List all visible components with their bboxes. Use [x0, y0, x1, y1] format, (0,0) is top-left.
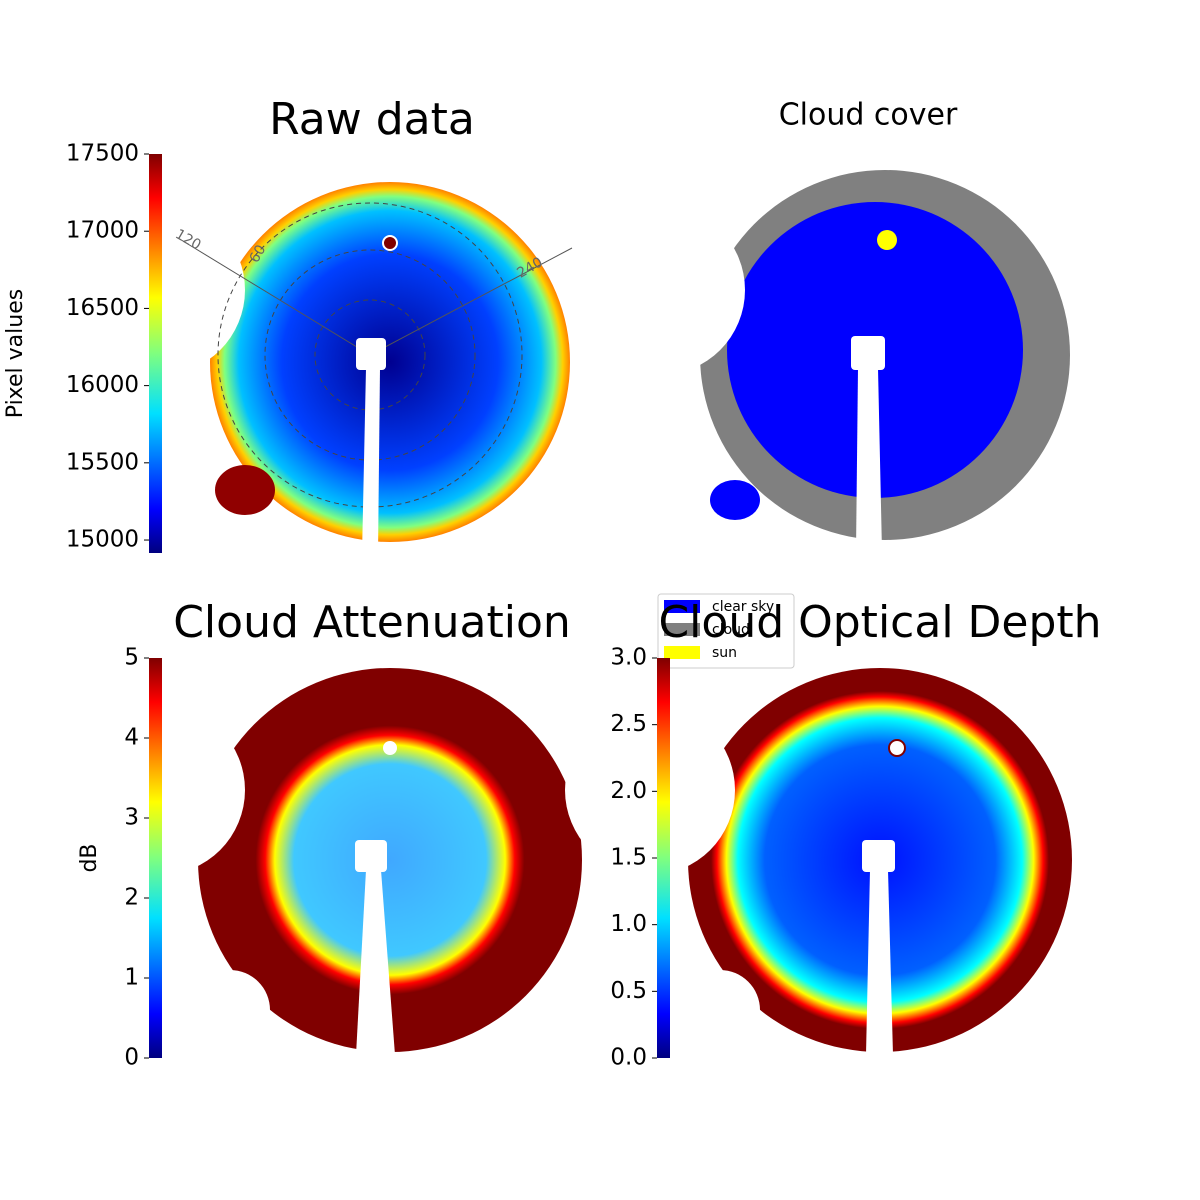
legend-label: clear sky — [712, 599, 774, 615]
colorbar — [149, 658, 162, 1058]
colorbar-tick-label: 0 — [124, 1045, 139, 1071]
colorbar-tick-label: 2.0 — [610, 778, 647, 804]
legend-swatch — [664, 600, 700, 613]
colorbar-tick-label: 0.0 — [610, 1045, 647, 1071]
colorbar-tick-label: 16500 — [66, 295, 139, 321]
colorbar-label: Pixel values — [3, 289, 28, 418]
colorbar-tick-label: 1.5 — [610, 845, 647, 871]
colorbar-tick-label: 17500 — [66, 141, 139, 167]
colorbar-tick-label: 2 — [124, 885, 139, 911]
cod-image — [565, 668, 1072, 1055]
colorbar-tick-label: 3 — [124, 805, 139, 831]
azimuth-label: 60 — [247, 242, 270, 265]
colorbar — [657, 658, 670, 1058]
cloud-cover-image — [575, 170, 1070, 552]
legend-swatch — [664, 646, 700, 659]
colorbar-tick-label: 4 — [124, 725, 139, 751]
colorbar-tick-label: 2.5 — [610, 711, 647, 737]
colorbar — [149, 154, 162, 553]
panel-title: Cloud Attenuation — [173, 597, 571, 648]
colorbar-tick-label: 16000 — [66, 372, 139, 398]
colorbar-tick-label: 15500 — [66, 449, 139, 475]
colorbar-tick-label: 15000 — [66, 527, 139, 553]
legend: clear sky cloud sun — [657, 593, 795, 669]
colorbar-tick-label: 17000 — [66, 218, 139, 244]
panel-title: Raw data — [269, 94, 475, 145]
colorbar-tick-label: 3.0 — [610, 645, 647, 671]
attenuation-image — [75, 668, 582, 1055]
legend-label: sun — [712, 645, 737, 661]
raw-image — [75, 182, 573, 555]
colorbar-tick-label: 1 — [124, 965, 139, 991]
panel-title: Cloud Optical Depth — [658, 597, 1101, 648]
colorbar-tick-label: 1.0 — [610, 911, 647, 937]
colorbar-tick-label: 5 — [124, 645, 139, 671]
legend-swatch — [664, 623, 700, 636]
legend-label: cloud — [712, 622, 750, 638]
panel-title: Cloud cover — [779, 98, 958, 133]
colorbar-label: dB — [77, 843, 102, 872]
colorbar-tick-label: 0.5 — [610, 978, 647, 1004]
